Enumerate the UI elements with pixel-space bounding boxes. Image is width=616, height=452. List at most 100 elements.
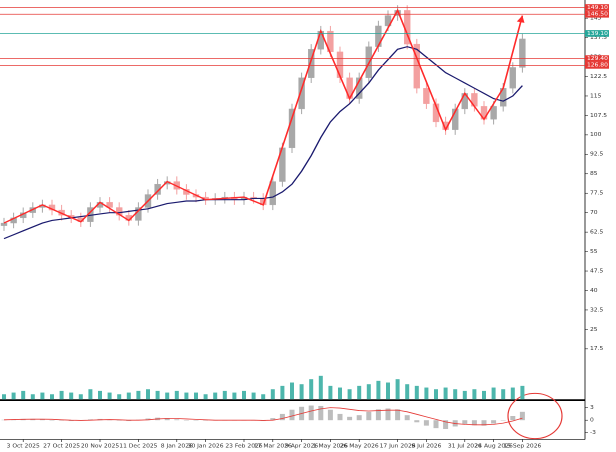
volume-bar: [30, 394, 35, 400]
macd-histogram-bar: [462, 420, 468, 424]
macd-histogram-bar: [347, 416, 353, 421]
volume-bar: [174, 390, 179, 400]
level-label-box: [585, 4, 609, 11]
y-tick-label: 25: [590, 327, 598, 332]
level-label-box: [585, 55, 609, 62]
level-label: 126.80: [587, 63, 608, 68]
macd-histogram-bar: [308, 405, 314, 421]
volume-bar: [434, 389, 438, 400]
volume-bar: [357, 385, 362, 400]
volume-bar: [69, 392, 74, 400]
macd-histogram-bar: [279, 413, 285, 421]
volume-bar: [155, 390, 160, 400]
level-label: 139.10: [587, 31, 608, 36]
macd-histogram-bar: [491, 420, 497, 424]
x-tick-label: 3 Oct 2025: [7, 444, 41, 449]
volume-bar: [59, 390, 64, 400]
level-label-box: [585, 30, 609, 37]
macd-tick-label: 3: [590, 405, 594, 410]
candle-body: [336, 51, 344, 78]
volume-bar: [510, 387, 515, 400]
volume-bar: [395, 379, 400, 400]
volume-bar: [453, 389, 458, 400]
volume-bar: [126, 392, 131, 400]
volume-bar: [50, 394, 54, 400]
macd-histogram-bar: [174, 419, 180, 421]
volume-bar: [405, 384, 410, 400]
y-tick-label: 137.5: [590, 35, 608, 40]
volume-bar: [21, 390, 26, 400]
macd-histogram-bar: [481, 420, 487, 426]
macd-histogram-bar: [443, 420, 449, 429]
x-tick-label: 23 Feb 2026: [225, 444, 263, 449]
volume-bar: [261, 394, 266, 400]
moving-average-line: [3, 46, 523, 240]
candle-body: [288, 108, 296, 149]
candle-body: [490, 106, 497, 120]
macd-histogram-bar: [404, 415, 410, 421]
macd-histogram-bar: [289, 409, 295, 421]
macd-histogram-bar: [385, 408, 391, 421]
candle-body: [423, 88, 430, 104]
macd-histogram-bar: [414, 420, 420, 423]
x-tick-label: 11 Dec 2025: [119, 444, 158, 449]
x-tick-label: 15 Sep 2026: [503, 444, 541, 449]
volume-bar: [194, 392, 198, 400]
y-tick-label: 115: [590, 94, 602, 99]
candle-body: [356, 77, 363, 99]
volume-bar: [366, 384, 371, 400]
macd-histogram-bar: [519, 411, 525, 421]
level-label: 129.40: [587, 56, 608, 61]
x-tick-label: 17 Mar 2026: [254, 444, 292, 449]
volume-bar: [203, 394, 208, 400]
macd-tick-label: -3: [590, 430, 596, 435]
x-tick-label: 17 Jun 2026: [380, 444, 417, 449]
x-tick-label: 8 Jan 2026: [161, 444, 194, 449]
x-tick-label: 26 May 2026: [340, 444, 380, 449]
macd-histogram-bar: [270, 418, 276, 421]
volume-bar: [98, 390, 102, 400]
y-tick-label: 17.5: [590, 347, 604, 352]
volume-bar: [462, 390, 467, 400]
candle-body: [0, 222, 8, 226]
x-tick-label: 1 May 2026: [313, 444, 349, 449]
volume-bar: [184, 392, 189, 400]
volume-bar: [328, 385, 333, 400]
y-tick-label: 85: [590, 172, 598, 177]
y-tick-label: 92.5: [590, 152, 604, 157]
level-label: 146.50: [587, 12, 608, 17]
volume-bar: [414, 385, 419, 400]
volume-bar: [213, 392, 218, 400]
macd-histogram-bar: [433, 420, 439, 429]
macd-histogram-bar: [471, 420, 477, 426]
y-tick-label: 47.5: [590, 269, 604, 274]
candle-body: [509, 67, 516, 89]
y-tick-label: 40: [590, 288, 598, 293]
macd-tick-label: 0: [590, 418, 594, 423]
volume-bar: [424, 387, 429, 400]
candle-body: [115, 207, 123, 216]
level-label-box: [585, 62, 609, 69]
y-tick-label: 145: [590, 16, 602, 21]
candle-body: [269, 181, 276, 206]
volume-bar: [117, 394, 122, 400]
level-label-box: [585, 10, 609, 18]
volume-bar: [136, 390, 141, 400]
candle-body: [298, 77, 305, 110]
zigzag-line: [3, 8, 524, 224]
volume-bar: [386, 382, 390, 400]
volume-bar: [107, 392, 112, 400]
volume-bar: [232, 392, 237, 400]
macd-histogram-bar: [337, 413, 343, 421]
volume-bar: [520, 385, 525, 400]
candle-body: [308, 49, 315, 78]
volume-bar: [280, 385, 285, 400]
macd-histogram-bar: [366, 411, 372, 421]
candle-body: [317, 30, 324, 50]
volume-bar: [2, 394, 6, 400]
macd-histogram-bar: [423, 420, 429, 426]
macd-histogram-bar: [39, 419, 45, 421]
candle-body: [384, 15, 392, 27]
x-tick-label: 30 Jan 2026: [188, 444, 224, 449]
